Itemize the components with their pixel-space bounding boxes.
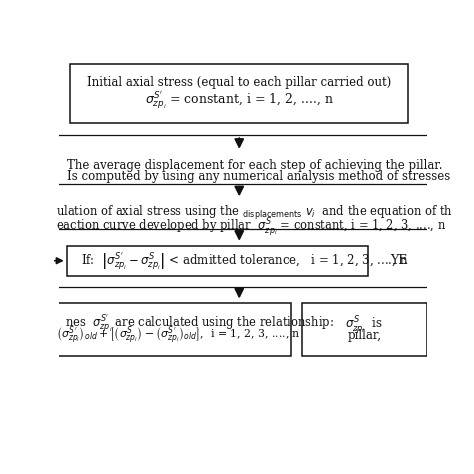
Text: Is computed by using any numerical analysis method of stresses: Is computed by using any numerical analy… bbox=[66, 170, 450, 183]
Text: The average displacement for each step of achieving the pillar.: The average displacement for each step o… bbox=[66, 159, 442, 172]
Text: Initial axial stress (equal to each pillar carried out): Initial axial stress (equal to each pill… bbox=[87, 76, 392, 89]
Text: If:  $\left|\sigma^{S^{\prime}}_{zp_i} - \sigma^{S}_{zp_i}\right|$ < admitted to: If: $\left|\sigma^{S^{\prime}}_{zp_i} - … bbox=[82, 250, 409, 272]
FancyBboxPatch shape bbox=[301, 303, 427, 356]
Text: $\sigma^{S^{\prime}}_{zp_i}$ = constant, i = 1, 2, ...., n: $\sigma^{S^{\prime}}_{zp_i}$ = constant,… bbox=[145, 89, 334, 111]
FancyBboxPatch shape bbox=[52, 303, 291, 356]
Text: ulation of axial stress using the $_{\mathrm{displacements}}$ $v_i$  and the equ: ulation of axial stress using the $_{\ma… bbox=[55, 204, 452, 222]
Text: pillar,: pillar, bbox=[347, 328, 381, 342]
Text: $\left(\sigma^{S^{\prime}}_{zp_i}\right)_{old}+\left[\left(\sigma^{S}_{zp_i}\rig: $\left(\sigma^{S^{\prime}}_{zp_i}\right)… bbox=[55, 324, 300, 346]
Text: nes  $\sigma^{S^{\prime}}_{zp_i}$ are calculated using the relationship:: nes $\sigma^{S^{\prime}}_{zp_i}$ are cal… bbox=[65, 312, 334, 334]
Text: $\sigma^{S}_{zp_i}$  is: $\sigma^{S}_{zp_i}$ is bbox=[345, 314, 383, 336]
Text: eaction curve developed by pillar  $\sigma^{S}_{zp_i}$ = constant, i = 1, 2, 3, : eaction curve developed by pillar $\sigm… bbox=[55, 216, 446, 237]
FancyBboxPatch shape bbox=[70, 64, 408, 123]
Text: YE: YE bbox=[390, 254, 407, 267]
FancyBboxPatch shape bbox=[66, 246, 368, 276]
